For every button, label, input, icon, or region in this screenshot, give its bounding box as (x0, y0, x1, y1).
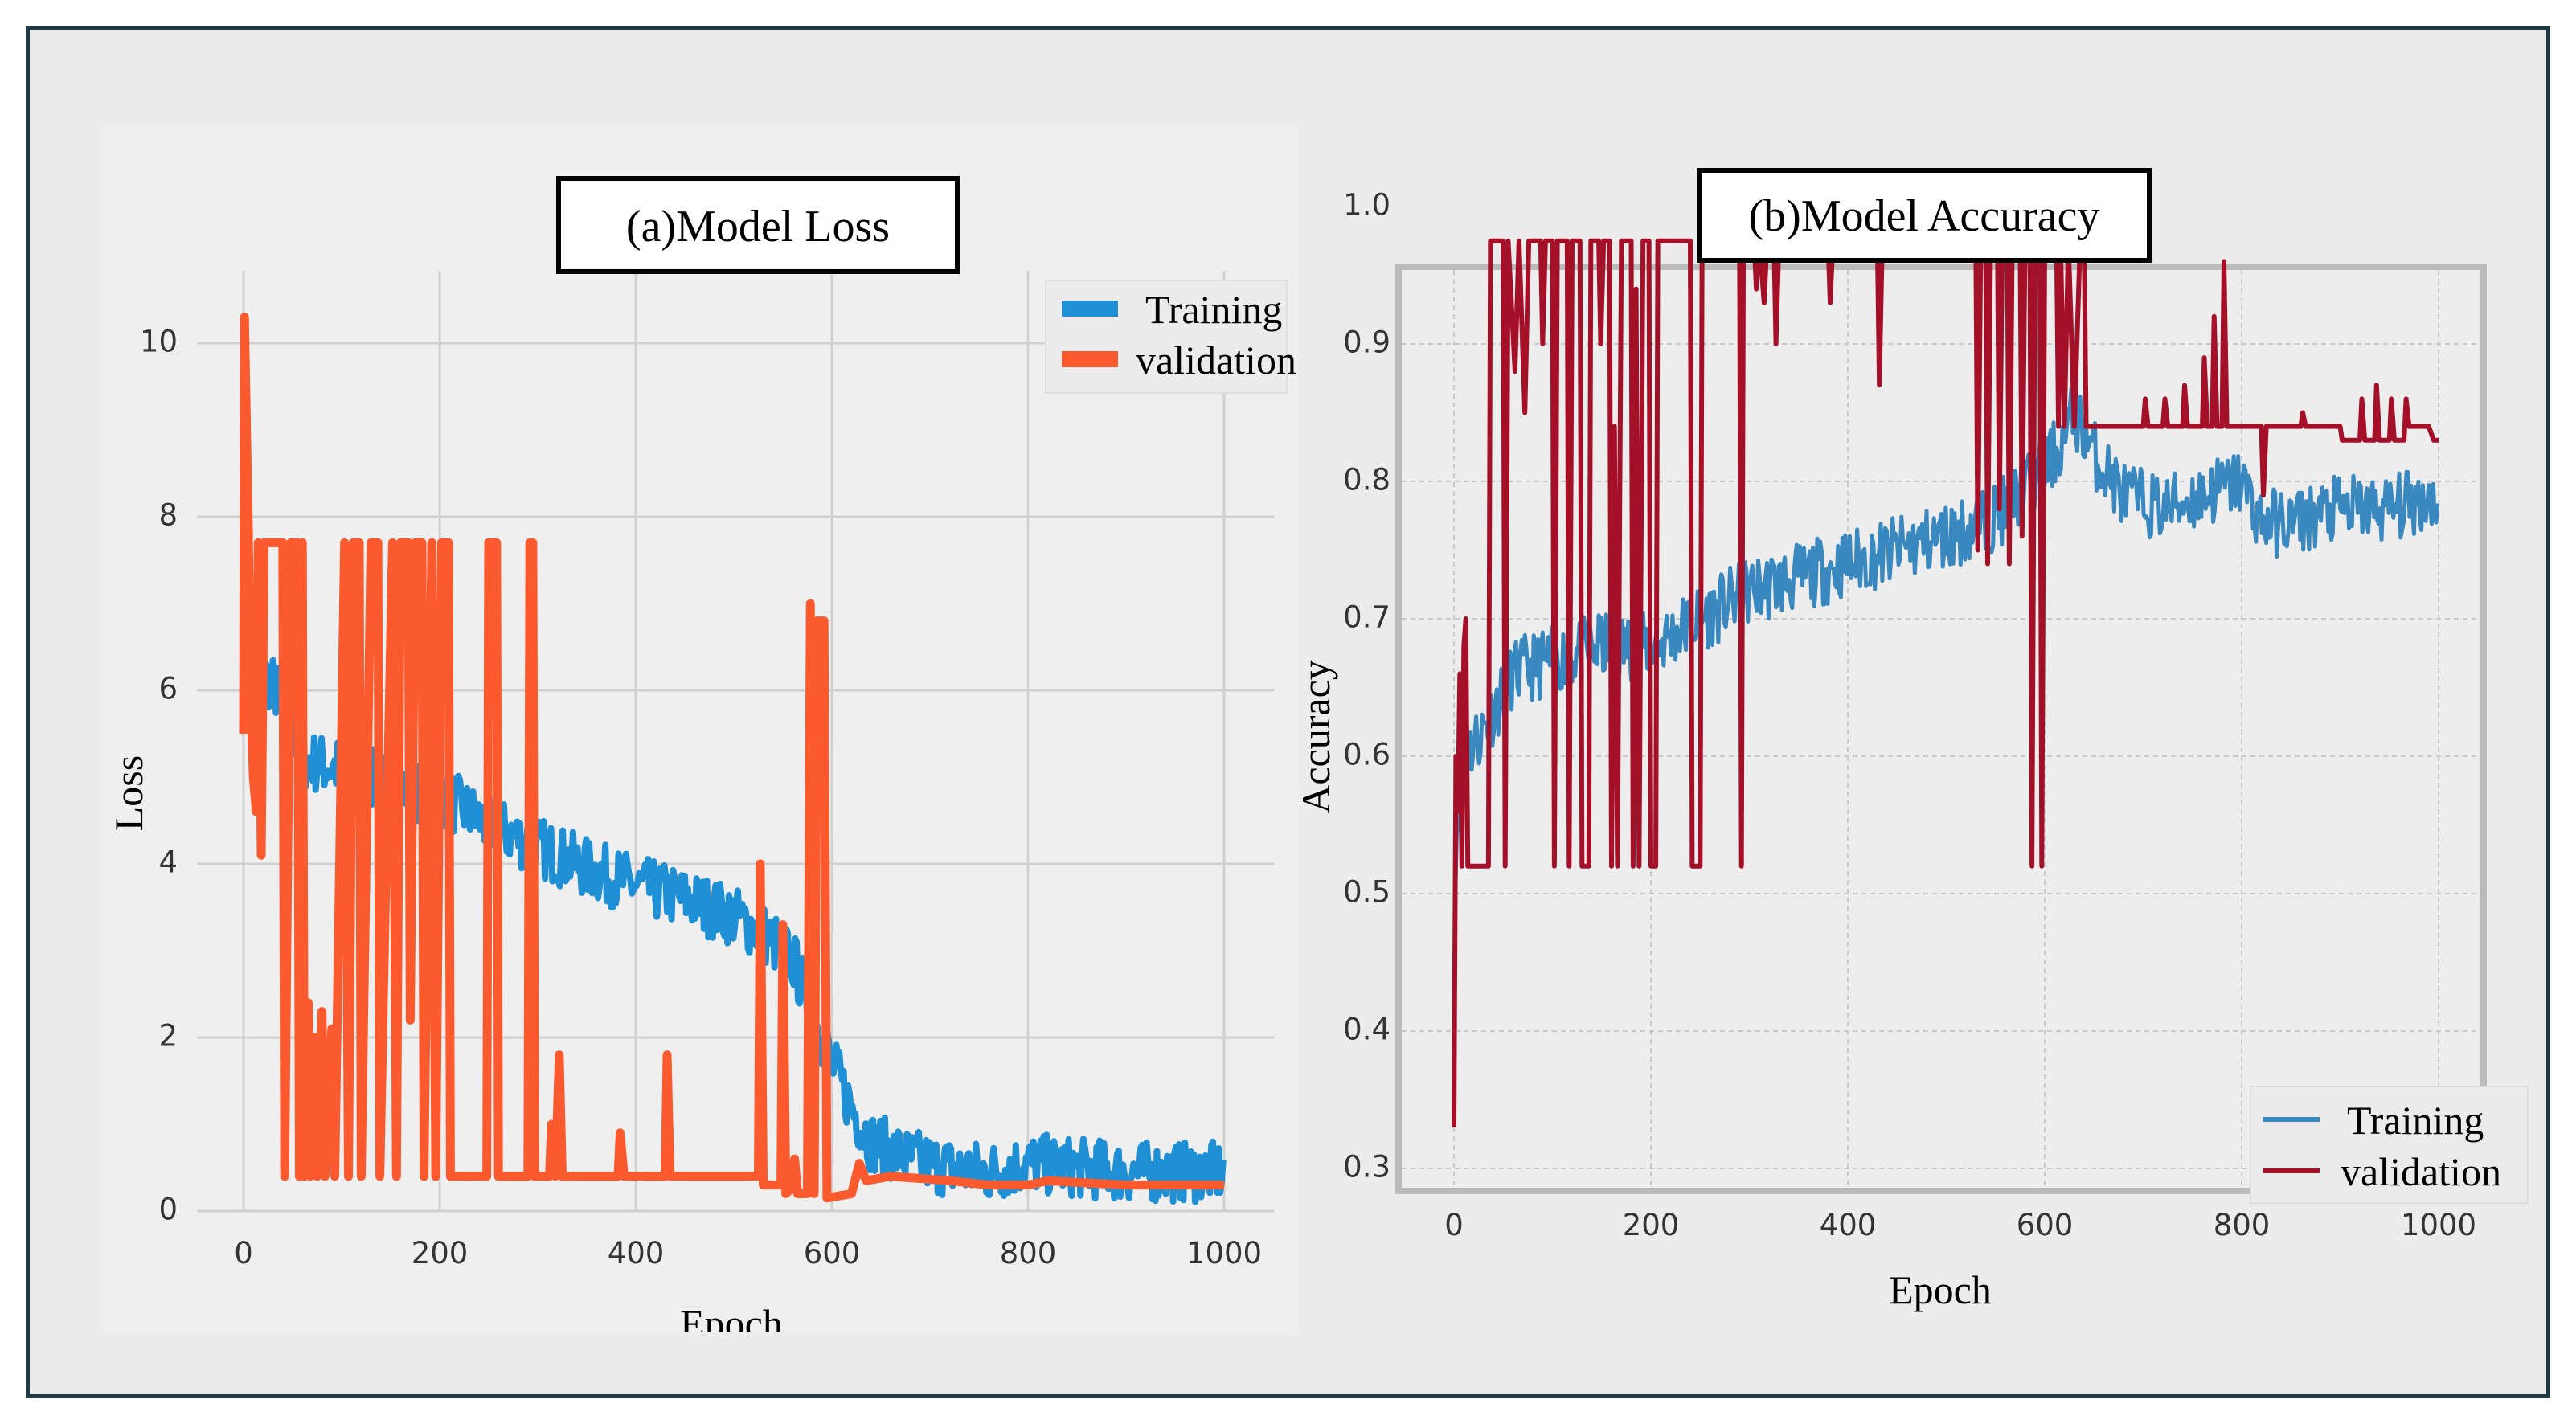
accuracy-x-tick: 1000 (2401, 1208, 2476, 1242)
loss-x-tick: 200 (412, 1236, 469, 1271)
loss-legend-training-label: Training (1145, 287, 1282, 332)
loss-y-label: Loss (106, 755, 151, 831)
accuracy-x-tick: 400 (1820, 1208, 1877, 1242)
loss-x-tick: 600 (804, 1236, 861, 1271)
accuracy-x-ticks: 0 200 400 600 800 1000 (1444, 1208, 2476, 1242)
accuracy-y-tick: 0.3 (1343, 1150, 1390, 1185)
loss-x-tick: 400 (608, 1236, 665, 1271)
accuracy-x-tick: 200 (1623, 1208, 1680, 1242)
loss-y-tick: 0 (158, 1193, 178, 1227)
accuracy-y-tick: 0.7 (1343, 600, 1390, 635)
accuracy-y-tick: 0.8 (1343, 463, 1390, 497)
loss-x-ticks: 0 200 400 600 800 1000 (234, 1236, 1262, 1271)
loss-title: (a)Model Loss (626, 202, 890, 252)
accuracy-x-tick: 800 (2214, 1208, 2271, 1242)
accuracy-legend-validation-label: validation (2341, 1149, 2501, 1194)
accuracy-x-tick: 0 (1444, 1208, 1464, 1242)
accuracy-legend-box (2250, 1086, 2529, 1204)
accuracy-y-tick: 0.4 (1343, 1013, 1390, 1047)
accuracy-x-tick: 600 (2017, 1208, 2074, 1242)
loss-x-tick: 800 (1000, 1236, 1057, 1271)
loss-y-ticks: 0 2 4 6 8 10 (140, 325, 178, 1227)
loss-y-tick: 10 (140, 325, 178, 359)
accuracy-y-label: Accuracy (1302, 660, 1338, 814)
loss-legend-validation-label: validation (1136, 338, 1296, 383)
accuracy-x-label: Epoch (1889, 1267, 1992, 1312)
figure-frame: 0 2 4 6 8 10 0 200 400 600 800 1000 (a)M… (26, 26, 2550, 1398)
loss-validation-line (239, 313, 1224, 1203)
accuracy-validation-line (1452, 238, 2439, 1127)
accuracy-title-box (1697, 168, 2152, 263)
loss-x-label: Epoch (680, 1301, 783, 1332)
loss-legend-box (1045, 280, 1288, 394)
accuracy-legend-training-label: Training (2347, 1098, 2484, 1143)
accuracy-y-tick: 0.6 (1343, 738, 1390, 772)
accuracy-chart: 0.3 0.4 0.5 0.6 0.7 0.8 0.9 1.0 0 200 40… (1293, 168, 2529, 1312)
loss-panel: 0 2 4 6 8 10 0 200 400 600 800 1000 (a)M… (100, 126, 1298, 1346)
accuracy-series (1452, 238, 2440, 1127)
loss-y-tick: 2 (158, 1019, 178, 1054)
accuracy-plot-area (1395, 264, 2487, 1194)
loss-y-tick: 6 (158, 672, 178, 706)
accuracy-panel: 0.3 0.4 0.5 0.6 0.7 0.8 0.9 1.0 0 200 40… (1293, 126, 2532, 1332)
loss-chart: 0 2 4 6 8 10 0 200 400 600 800 1000 (a)M… (106, 176, 1296, 1346)
loss-x-tick: 0 (234, 1236, 253, 1271)
accuracy-legend: Training validation (2250, 1086, 2529, 1204)
loss-series (239, 313, 1227, 1205)
loss-title-box (556, 176, 960, 274)
accuracy-y-tick: 1.0 (1343, 188, 1390, 223)
loss-grid (197, 271, 1274, 1213)
accuracy-y-tick: 0.5 (1343, 875, 1390, 910)
accuracy-title: (b)Model Accuracy (1749, 191, 2100, 241)
accuracy-y-tick: 0.9 (1343, 325, 1390, 360)
loss-x-tick: 1000 (1186, 1236, 1262, 1271)
loss-y-tick: 8 (158, 498, 178, 533)
loss-legend: Training validation (1045, 280, 1296, 394)
loss-y-tick: 4 (158, 845, 178, 880)
accuracy-y-ticks: 0.3 0.4 0.5 0.6 0.7 0.8 0.9 1.0 (1343, 188, 1390, 1185)
